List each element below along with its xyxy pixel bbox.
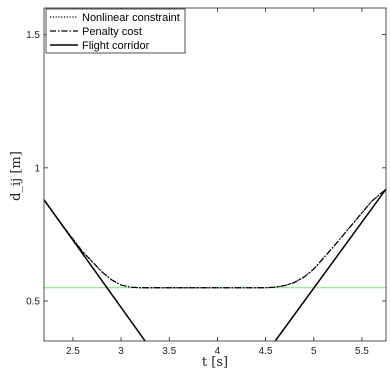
y-tick-label: 1 (34, 163, 40, 174)
legend: Nonlinear constraint Penalty cost Flight… (45, 8, 186, 54)
series-nonlinear-constraint (44, 188, 386, 289)
series-flight-corridor-2 (274, 188, 386, 341)
x-tick-label: 4 (215, 346, 221, 357)
x-tick-label: 5.5 (355, 346, 369, 357)
x-tick-label: 5 (311, 346, 317, 357)
legend-label-penalty: Penalty cost (82, 26, 142, 38)
x-tick-label: 2.5 (66, 346, 80, 357)
series-penalty-cost (44, 188, 386, 289)
y-tick-label: 0.5 (26, 297, 40, 308)
x-tick-label: 3.5 (162, 346, 176, 357)
y-axis-ticks: 0.5 1 1.5 (26, 30, 386, 308)
plot-frame (43, 7, 387, 342)
series-layer (44, 188, 386, 341)
x-tick-label: 3 (118, 346, 124, 357)
legend-label-corridor: Flight corridor (82, 40, 150, 52)
plot-background (44, 8, 386, 341)
x-tick-label: 4.5 (259, 346, 273, 357)
legend-label-nonlinear: Nonlinear constraint (82, 12, 180, 24)
y-axis-label: d_ij [m] (9, 151, 24, 201)
x-axis-label: t [s] (202, 355, 228, 370)
y-tick-label: 1.5 (26, 30, 40, 41)
series-flight-corridor-1 (44, 199, 146, 341)
